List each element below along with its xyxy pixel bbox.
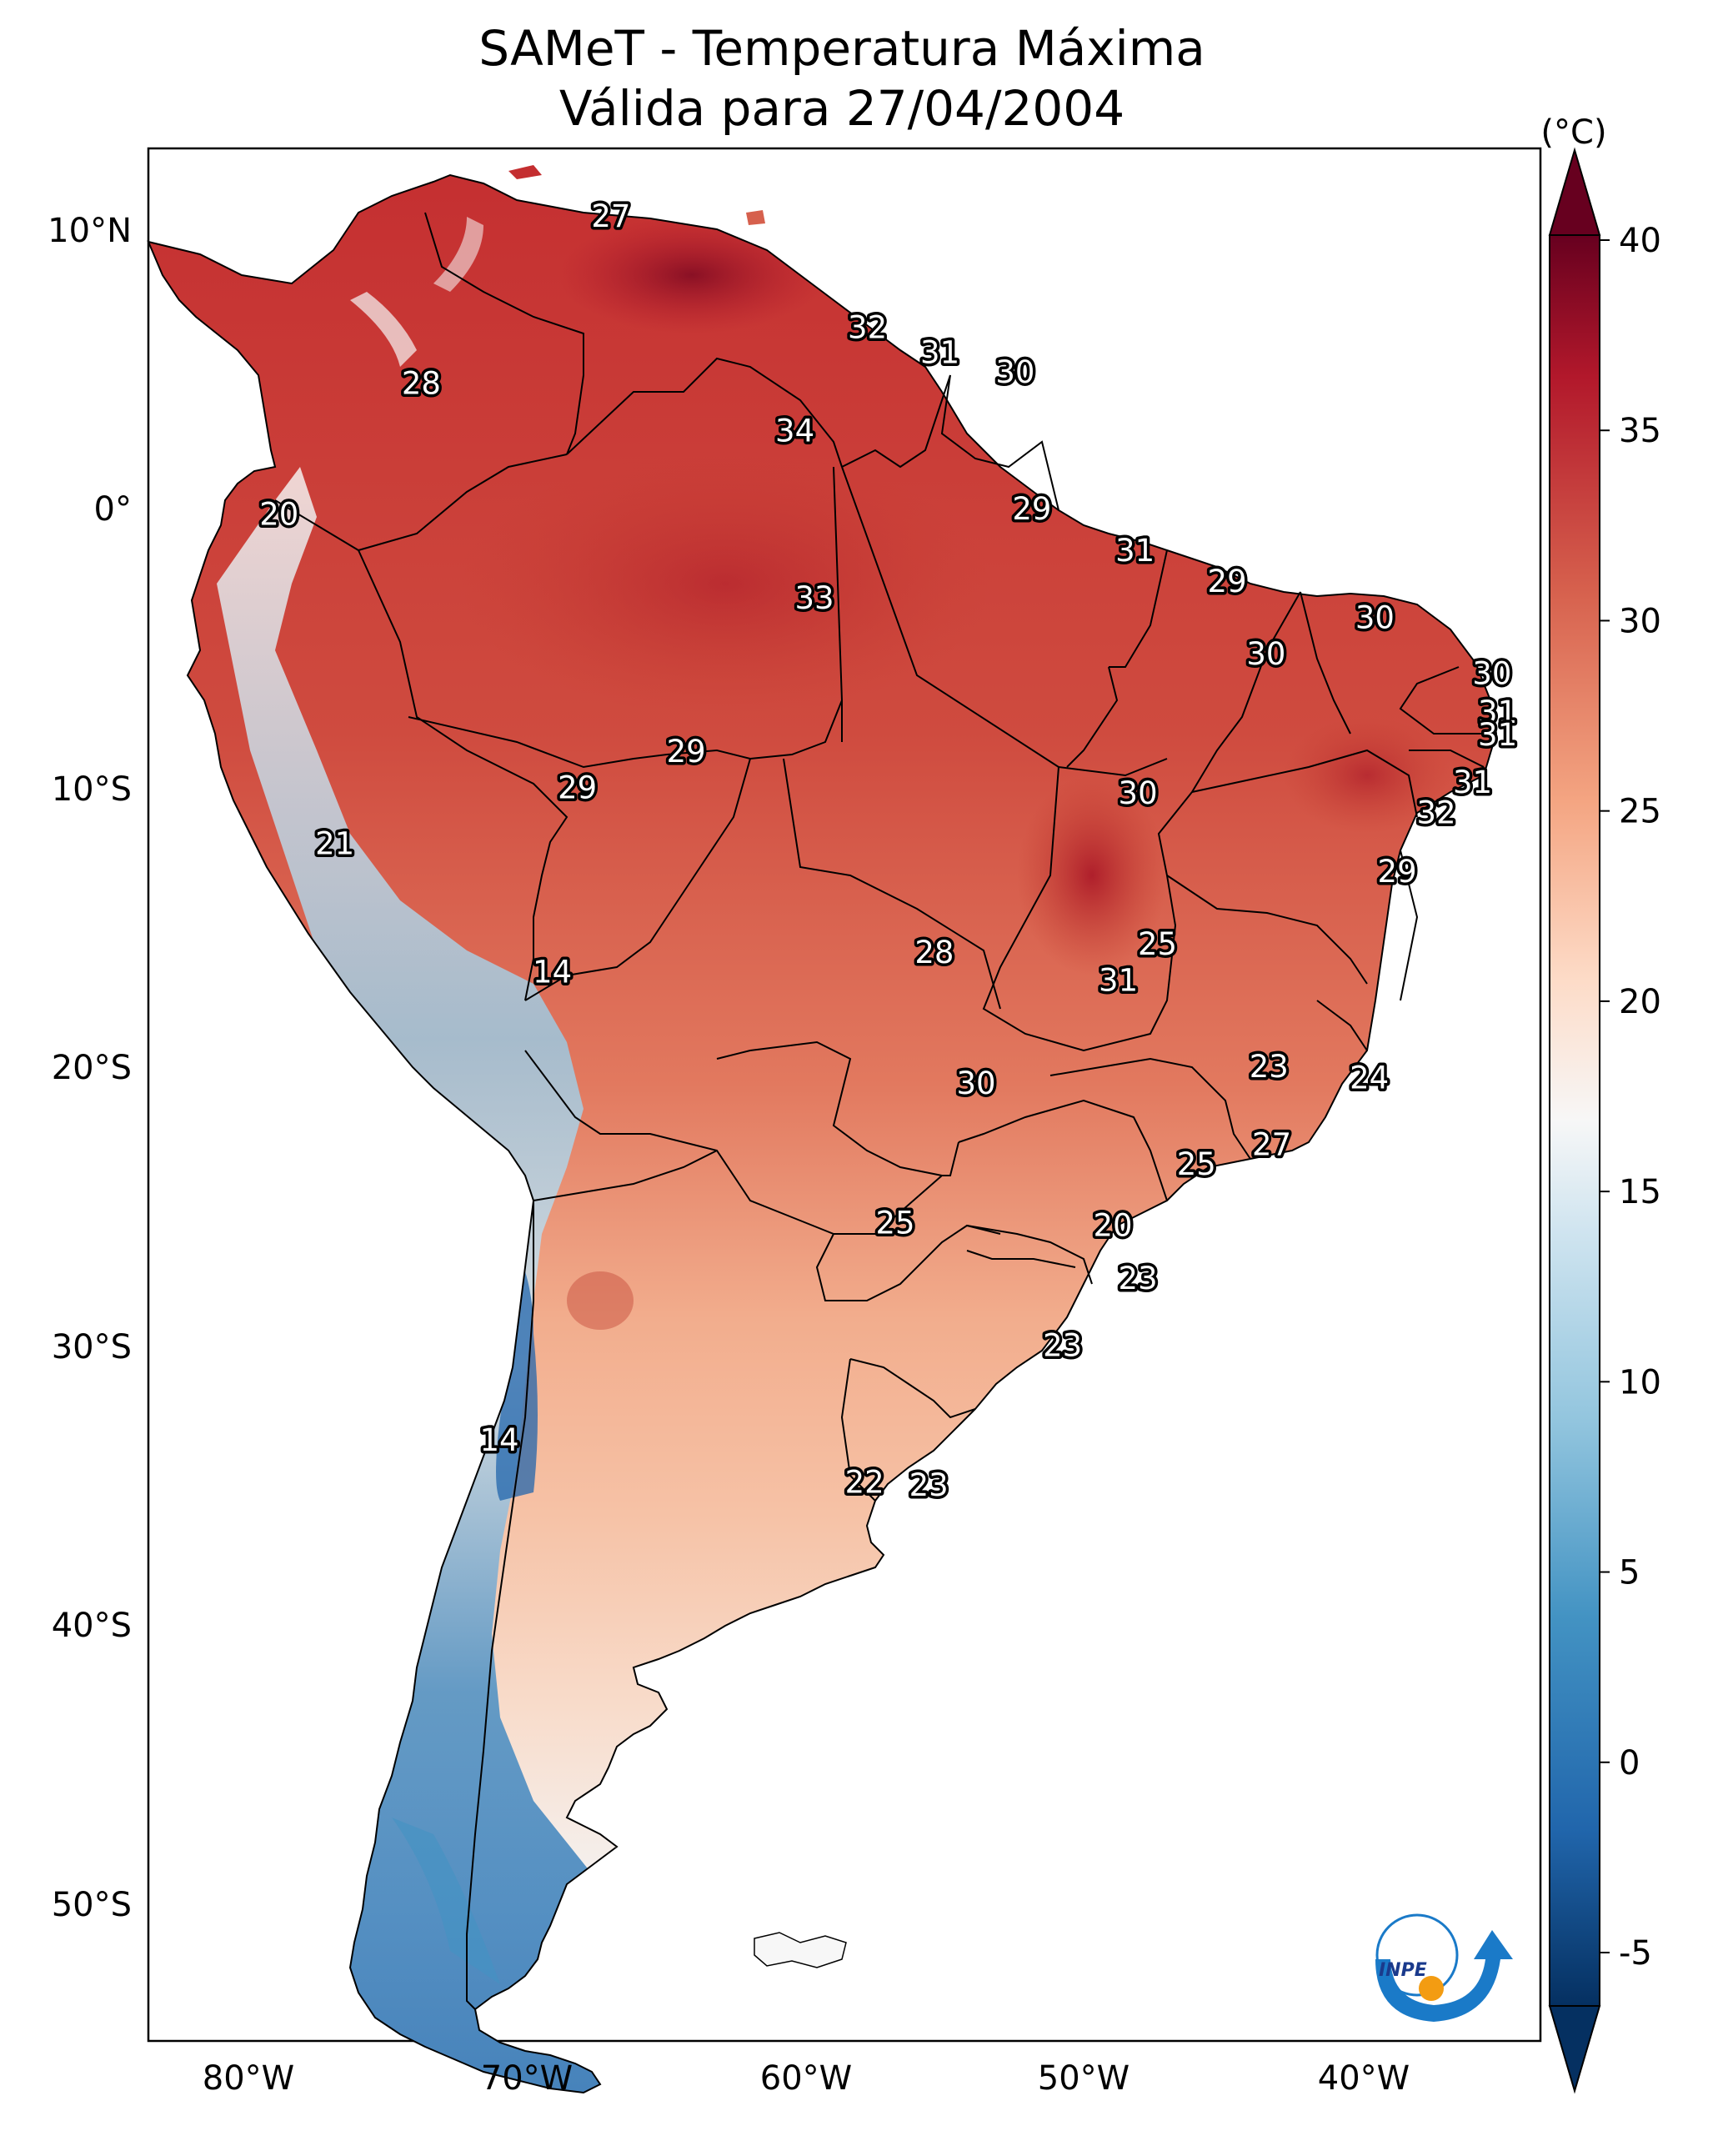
temperature-label: 27	[1252, 1127, 1291, 1163]
lat-tick: 10°N	[48, 212, 132, 250]
temperature-label: 14	[479, 1422, 518, 1458]
temperature-label: 28	[914, 935, 954, 970]
colorbar-tick-label: 10	[1619, 1363, 1661, 1401]
temperature-label: 25	[1138, 926, 1177, 962]
colorbar-tick-label: 5	[1619, 1554, 1640, 1592]
lat-tick: 30°S	[52, 1328, 132, 1366]
latitude-axis: 10°N 0° 10°S 20°S 30°S 40°S 50°S	[48, 212, 132, 1924]
inpe-logo: INPE	[1375, 1913, 1513, 2022]
temperature-label: 21	[315, 825, 354, 861]
lon-tick: 70°W	[481, 2059, 573, 2098]
temperature-label: 32	[848, 310, 887, 346]
colorbar-top-extend	[1548, 147, 1601, 236]
colorbar-bar	[1549, 234, 1600, 2007]
colorbar-tick-label: 15	[1619, 1173, 1661, 1211]
longitude-axis: 80°W 70°W 60°W 50°W 40°W	[203, 2059, 1410, 2098]
temperature-label: 30	[1246, 636, 1285, 672]
temperature-label: 31	[1115, 533, 1155, 569]
island-caribbean	[508, 165, 542, 179]
colorbar-unit: (°C)	[1540, 113, 1606, 152]
lat-tick: 40°S	[52, 1607, 132, 1645]
temperature-label: 23	[909, 1467, 949, 1503]
temperature-label: 30	[1355, 600, 1395, 636]
island-trinidad	[746, 210, 765, 225]
logo-orange-dot	[1419, 1976, 1444, 2001]
lat-tick: 50°S	[52, 1886, 132, 1924]
logo-swoosh	[1375, 1930, 1513, 2022]
temperature-label: 28	[402, 366, 441, 402]
lon-tick: 60°W	[760, 2059, 852, 2098]
temperature-label: 23	[1250, 1049, 1289, 1085]
temperature-label: 22	[845, 1464, 884, 1500]
temperature-label: 24	[1350, 1060, 1389, 1096]
colorbar-tick-label: 20	[1619, 983, 1661, 1021]
temperature-label: 27	[591, 198, 630, 234]
temperature-label: 14	[533, 954, 572, 990]
colorbar-tick-label: -5	[1619, 1934, 1652, 1973]
temperature-label: 29	[1012, 491, 1051, 527]
lat-tick: 10°S	[52, 770, 132, 809]
colorbar: (°C) 40 35 30 25 20 15 10 5 0 -5	[1540, 113, 1661, 2094]
colorbar-tick-label: 30	[1619, 602, 1661, 640]
colorbar-tick-label: 40	[1619, 222, 1661, 260]
colorbar-tick-label: 35	[1619, 412, 1661, 450]
map-title-line1: SAMeT - Temperatura Máxima	[478, 20, 1205, 77]
temperature-label: 29	[558, 770, 597, 806]
falklands	[754, 1932, 847, 1968]
temperature-label: 23	[1043, 1328, 1082, 1364]
colorbar-bottom-extend	[1548, 2005, 1601, 2094]
lon-tick: 50°W	[1038, 2059, 1129, 2098]
colorbar-tick-label: 0	[1619, 1744, 1640, 1782]
lat-tick: 20°S	[52, 1049, 132, 1087]
temperature-label: 25	[875, 1205, 914, 1241]
temperature-label: 25	[1177, 1146, 1216, 1182]
temperature-label: 30	[1119, 775, 1158, 811]
political-borders	[274, 212, 1485, 2010]
colorbar-tick-label: 25	[1619, 793, 1661, 831]
temperature-label: 32	[1416, 795, 1455, 831]
temperature-label: 29	[667, 734, 706, 770]
temperature-label: 31	[1099, 962, 1138, 998]
temperature-label: 30	[956, 1065, 995, 1101]
logo-globe-ring	[1375, 1913, 1459, 1997]
temperature-label: 30	[1472, 655, 1511, 691]
temperature-label: 20	[1093, 1208, 1132, 1244]
temperature-label: 29	[1208, 564, 1247, 599]
continent-outline	[147, 173, 1498, 2094]
temperature-label: 31	[1453, 765, 1492, 800]
temperature-label: 31	[920, 335, 959, 371]
temperature-label: 23	[1119, 1261, 1158, 1296]
temperature-label: 31	[1478, 694, 1517, 730]
logo-text: INPE	[1379, 1960, 1427, 1981]
lat-tick: 0°	[94, 490, 132, 529]
temperature-label: 34	[775, 413, 814, 449]
temperature-label: 31	[1478, 717, 1517, 753]
temperature-label: 30	[995, 354, 1034, 390]
temperature-label: 33	[794, 580, 834, 616]
lon-tick: 80°W	[203, 2059, 294, 2098]
temperature-label: 29	[1378, 854, 1417, 890]
temperature-label: 20	[259, 497, 298, 533]
map-title-line2: Válida para 27/04/2004	[559, 80, 1124, 137]
lon-tick: 40°W	[1318, 2059, 1410, 2098]
